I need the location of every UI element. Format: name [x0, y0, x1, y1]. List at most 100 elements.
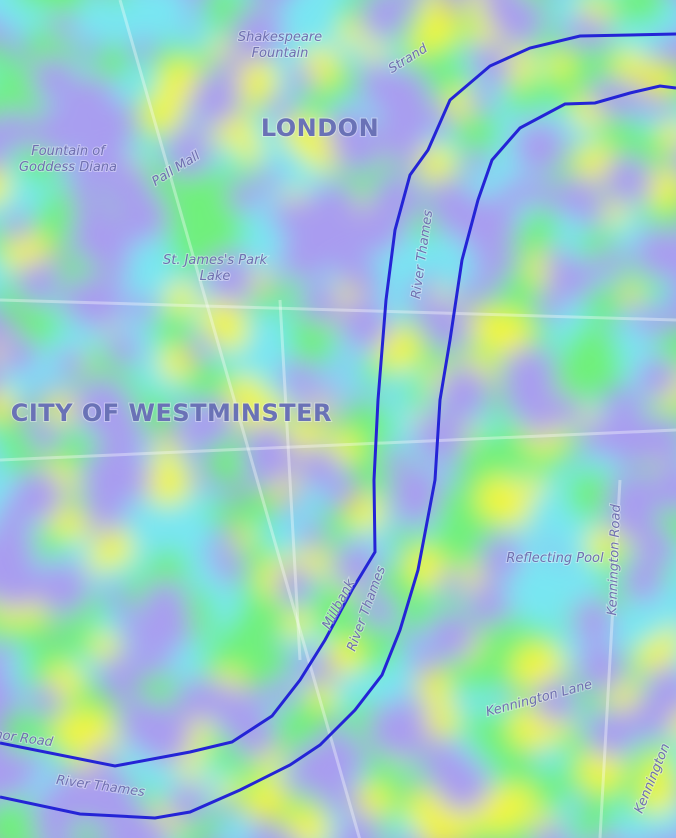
heat-blob	[355, 783, 391, 819]
heat-blob	[337, 19, 364, 46]
heat-blob	[33, 804, 76, 838]
heat-blob	[599, 581, 628, 610]
heat-blob	[10, 468, 64, 522]
heat-blob	[155, 437, 180, 462]
heat-blob	[151, 0, 191, 23]
heat-blob	[598, 82, 636, 119]
heat-blob	[633, 225, 676, 280]
heat-blob	[500, 176, 531, 207]
heat-blob	[78, 131, 114, 167]
place-label: Fountain	[252, 46, 309, 61]
heat-blob	[102, 161, 152, 211]
heat-blob	[546, 51, 574, 80]
heat-blob	[417, 669, 452, 704]
heat-blob	[81, 481, 126, 525]
heat-blob	[56, 766, 92, 802]
street-label: Kennington Road	[605, 503, 624, 615]
heat-blob	[277, 278, 303, 304]
heat-blob	[189, 72, 243, 126]
heat-blob	[602, 154, 654, 206]
heat-blob	[606, 471, 662, 527]
place-label: St. James's Park	[163, 253, 267, 268]
heat-blob	[239, 639, 289, 690]
heat-blob	[238, 488, 278, 527]
heat-blob	[467, 88, 494, 115]
heat-blob	[359, 0, 410, 40]
heat-blob	[575, 16, 611, 52]
heat-blob	[35, 560, 91, 616]
street	[278, 299, 302, 661]
heat-blob	[16, 0, 42, 7]
heat-blob	[163, 128, 213, 178]
heat-blob	[62, 79, 102, 119]
heat-blob	[425, 611, 476, 661]
heat-blob	[155, 494, 218, 558]
heat-blob	[186, 396, 236, 447]
heat-blob	[417, 145, 456, 184]
heat-blob	[78, 376, 129, 427]
heat-blob	[164, 281, 197, 314]
heat-blob	[28, 684, 62, 718]
heat-blob	[549, 394, 584, 428]
heat-blob	[0, 169, 11, 204]
heat-blob	[467, 109, 500, 141]
heat-blob	[215, 51, 245, 80]
heat-blob	[327, 107, 369, 150]
heat-blob	[406, 789, 449, 833]
area-label: CITY OF WESTMINSTER	[11, 399, 332, 427]
heat-blob	[467, 709, 509, 750]
heat-blob	[585, 707, 636, 758]
heat-blob	[136, 393, 177, 435]
heat-blob	[213, 549, 247, 584]
heat-blob	[574, 803, 616, 838]
heat-blob	[138, 712, 192, 766]
heat-blob	[539, 81, 567, 109]
heat-blob	[613, 48, 646, 82]
heat-blob	[90, 632, 120, 661]
heat-blob	[204, 251, 256, 303]
heat-blob	[599, 245, 629, 275]
heat-blob	[482, 0, 516, 26]
heat-blob	[50, 13, 78, 41]
heat-blob	[283, 814, 305, 836]
heat-blob	[437, 383, 465, 412]
river-outline	[0, 32, 676, 820]
heat-blob	[303, 0, 353, 17]
heat-blob	[556, 174, 601, 219]
heat-blob	[299, 282, 342, 325]
heat-blob	[658, 120, 676, 152]
heat-blob	[535, 291, 565, 321]
heat-blob	[146, 549, 189, 591]
heat-blob	[489, 245, 519, 275]
street	[0, 298, 676, 322]
heat-blob	[422, 702, 459, 739]
river-bank	[0, 84, 676, 820]
heat-blob	[219, 815, 256, 838]
heat-blob	[218, 778, 241, 801]
heat-blob	[233, 527, 254, 548]
heat-blob	[635, 526, 676, 568]
heat-blob	[247, 778, 288, 819]
heat-blob	[18, 751, 45, 777]
heat-blob	[45, 394, 76, 425]
heat-blob	[421, 742, 470, 791]
heat-blob	[502, 783, 536, 817]
heat-blob	[233, 340, 269, 376]
heat-blob	[636, 311, 664, 339]
heat-blob	[86, 551, 108, 574]
heat-blob	[409, 34, 431, 57]
heat-blob	[529, 451, 557, 479]
heat-blob	[286, 65, 316, 94]
heat-blob	[483, 309, 532, 358]
heat-blob	[319, 507, 354, 542]
heat-blob	[2, 211, 33, 242]
heat-blob	[118, 813, 171, 838]
heat-blob	[525, 769, 568, 812]
heat-blob	[279, 359, 312, 392]
street	[118, 0, 361, 838]
heat-blob	[0, 640, 15, 670]
